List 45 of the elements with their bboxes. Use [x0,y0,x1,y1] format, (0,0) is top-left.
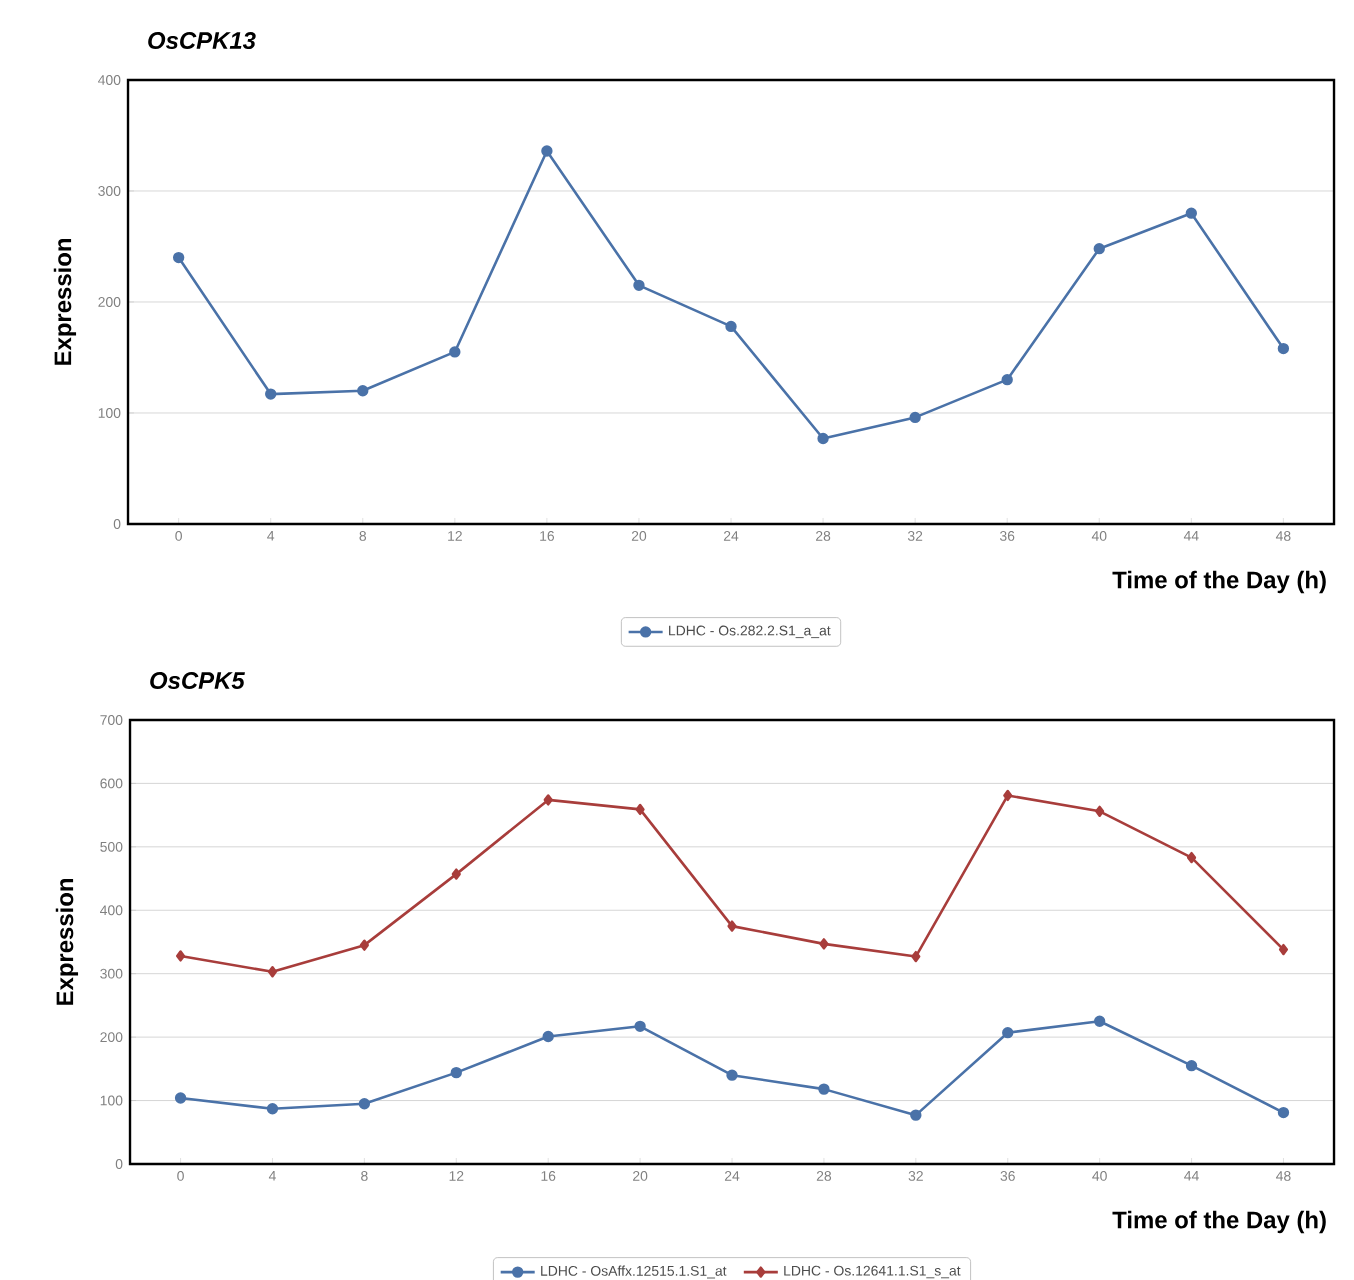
y-axis-title: Expression [53,239,77,365]
point [1277,1106,1290,1119]
point [911,950,921,963]
point [1095,805,1105,817]
point [357,385,369,397]
point [542,1030,554,1043]
point [1185,207,1198,219]
point [265,388,277,400]
point [817,432,829,445]
point [451,868,461,880]
y-axis-title: Expression [55,879,79,1005]
point [266,1103,279,1115]
point [819,938,829,950]
point [358,1098,371,1110]
point [1277,342,1290,355]
point [725,320,737,333]
point [449,346,461,358]
point [910,1109,922,1121]
point [541,145,553,157]
point [1185,1059,1198,1072]
point [633,279,645,292]
point [634,1020,646,1033]
point [818,1083,830,1095]
point [1001,373,1013,386]
point [635,803,645,816]
point [359,939,369,951]
point [1093,243,1105,255]
point [175,950,186,962]
point [1278,943,1289,956]
point [1093,1015,1106,1027]
point [727,920,737,932]
point [172,251,185,264]
point [1003,789,1013,802]
x-axis-title: Time of the Day (h) [1112,1210,1326,1234]
point [267,966,278,978]
point [726,1069,738,1081]
point [909,411,921,424]
point [1002,1026,1014,1039]
point [174,1092,187,1104]
point [543,794,553,806]
chart-title: OsCPK5 [150,672,245,690]
chart-title: OsCPK13 [148,32,256,50]
x-axis-title: Time of the Day (h) [1112,570,1326,594]
point [450,1066,462,1079]
point [1186,851,1197,864]
